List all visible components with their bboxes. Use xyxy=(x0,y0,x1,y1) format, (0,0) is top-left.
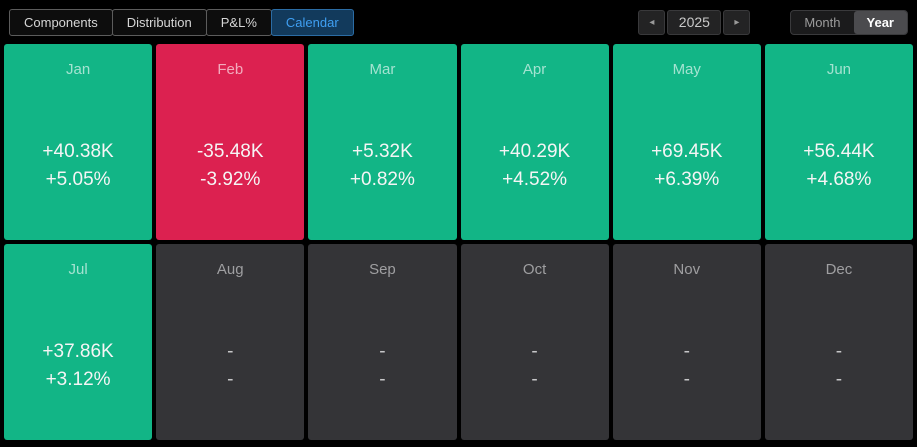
month-values: +37.86K +3.12% xyxy=(4,338,152,394)
month-cell-nov: Nov - - xyxy=(612,244,761,440)
month-pnl: +69.45K xyxy=(651,140,723,162)
prev-year-button[interactable]: ◂ xyxy=(638,9,666,35)
month-label: Dec xyxy=(825,261,853,278)
month-values: - - xyxy=(308,338,456,394)
tab-distribution[interactable]: Distribution xyxy=(111,8,207,36)
month-pnl: +37.86K xyxy=(42,340,114,362)
tab-calendar[interactable]: Calendar xyxy=(270,8,354,36)
month-values: - - xyxy=(765,338,913,394)
month-pct: +3.12% xyxy=(45,368,111,390)
month-pnl: -35.48K xyxy=(196,140,264,162)
toolbar: Components Distribution P&L% Calendar ◂ … xyxy=(0,0,917,44)
month-pct: +6.39% xyxy=(654,168,720,190)
period-toggle: Month Year xyxy=(790,9,908,35)
month-values: - - xyxy=(613,338,761,394)
month-pnl: - xyxy=(531,340,538,362)
month-values: -35.48K -3.92% xyxy=(156,138,304,194)
month-values: +56.44K +4.68% xyxy=(765,138,913,194)
month-pct: - xyxy=(531,368,538,390)
month-pct: - xyxy=(379,368,386,390)
month-pct: +4.52% xyxy=(502,168,568,190)
month-label: Aug xyxy=(216,261,244,278)
month-pnl: +5.32K xyxy=(352,140,413,162)
month-label: Jun xyxy=(826,61,851,78)
month-cell-apr: Apr +40.29K +4.52% xyxy=(460,44,609,240)
month-pct: - xyxy=(835,368,843,390)
month-label: Feb xyxy=(217,61,244,78)
month-pct: -3.92% xyxy=(200,168,261,190)
month-cell-jun: Jun +56.44K +4.68% xyxy=(764,44,913,240)
month-pct: +0.82% xyxy=(349,168,415,190)
month-pct: - xyxy=(683,368,690,390)
month-pct: - xyxy=(227,368,234,390)
next-year-button[interactable]: ▸ xyxy=(723,9,751,35)
toggle-month[interactable]: Month xyxy=(804,14,841,30)
month-label: May xyxy=(672,61,701,78)
month-label: Oct xyxy=(522,261,547,278)
month-values: +69.45K +6.39% xyxy=(613,138,761,194)
month-label: Nov xyxy=(673,261,701,278)
month-cell-jul: Jul +37.86K +3.12% xyxy=(4,244,153,440)
month-label: Mar xyxy=(369,61,396,78)
calendar-grid: Jan +40.38K +5.05% Feb -35.48K -3.92% Ma… xyxy=(4,44,913,440)
month-pnl: - xyxy=(227,340,234,362)
toggle-year[interactable]: Year xyxy=(853,10,907,34)
month-cell-may: May +69.45K +6.39% xyxy=(612,44,761,240)
year-navigation: ◂ 2025 ▸ xyxy=(638,9,751,35)
month-cell-dec: Dec - - xyxy=(764,244,913,440)
month-cell-jan: Jan +40.38K +5.05% xyxy=(4,44,153,240)
view-tabs: Components Distribution P&L% Calendar xyxy=(9,8,354,36)
month-cell-sep: Sep - - xyxy=(308,244,457,440)
month-pct: +5.05% xyxy=(45,168,111,190)
month-pct: +4.68% xyxy=(806,168,872,190)
tab-components[interactable]: Components xyxy=(9,8,113,36)
arrow-left-icon: ◂ xyxy=(649,16,655,28)
month-cell-feb: Feb -35.48K -3.92% xyxy=(156,44,305,240)
month-label: Apr xyxy=(522,61,547,78)
month-values: +5.32K +0.82% xyxy=(308,138,456,194)
month-pnl: +40.38K xyxy=(42,140,114,162)
tab-pnl-percent[interactable]: P&L% xyxy=(205,8,272,36)
month-cell-aug: Aug - - xyxy=(156,244,305,440)
month-values: - - xyxy=(461,338,609,394)
month-label: Jul xyxy=(68,261,88,278)
month-pnl: - xyxy=(683,340,690,362)
month-label: Jan xyxy=(65,61,91,78)
year-display: 2025 xyxy=(667,9,722,35)
month-values: - - xyxy=(156,338,304,394)
month-pnl: +56.44K xyxy=(803,140,875,162)
month-pnl: - xyxy=(379,340,386,362)
month-cell-mar: Mar +5.32K +0.82% xyxy=(308,44,457,240)
month-pnl: +40.29K xyxy=(498,140,571,162)
arrow-right-icon: ▸ xyxy=(734,16,740,28)
month-cell-oct: Oct - - xyxy=(460,244,609,440)
month-pnl: - xyxy=(835,340,843,362)
month-values: +40.38K +5.05% xyxy=(4,138,152,194)
month-label: Sep xyxy=(369,261,396,278)
month-values: +40.29K +4.52% xyxy=(461,138,609,194)
